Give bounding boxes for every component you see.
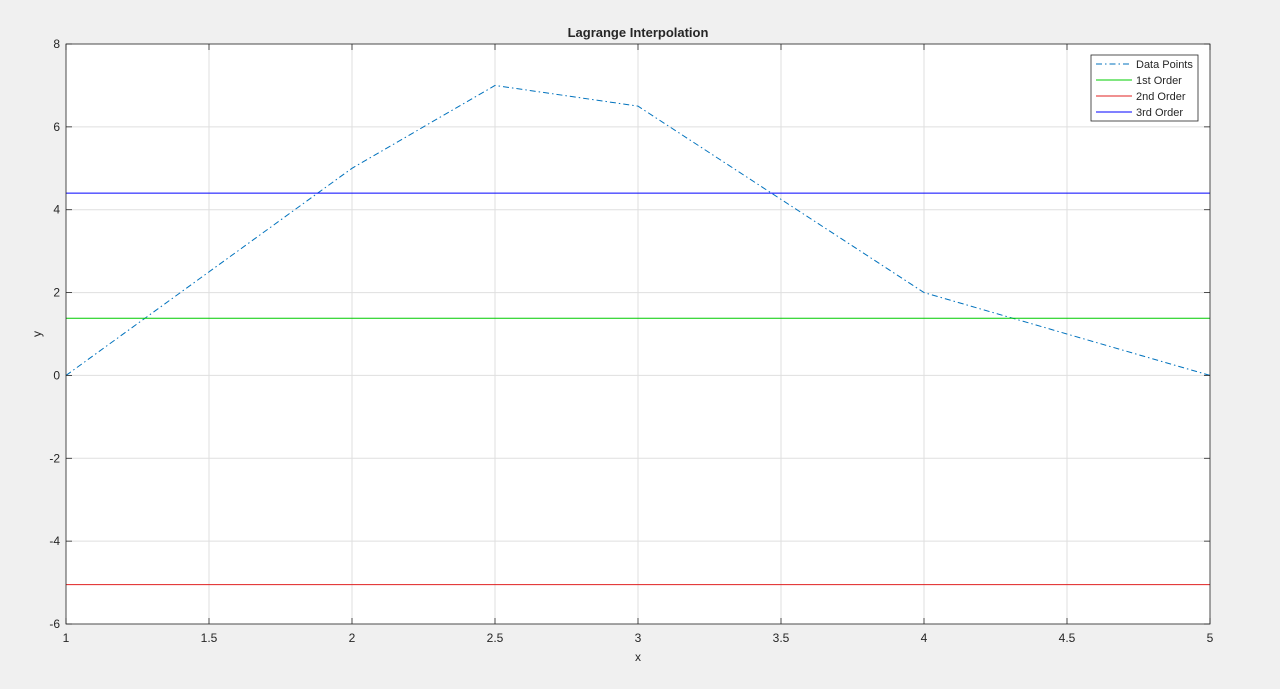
y-tick-label: 2 (53, 286, 60, 300)
x-tick-label: 3 (635, 631, 642, 645)
y-tick-label: -2 (49, 451, 60, 465)
x-tick-label: 3.5 (773, 631, 790, 645)
x-tick-label: 5 (1207, 631, 1214, 645)
legend-label-2nd-order: 2nd Order (1136, 91, 1186, 103)
x-axis-label: x (635, 650, 641, 664)
x-tick-label: 1 (63, 631, 70, 645)
x-tick-label: 1.5 (201, 631, 218, 645)
x-tick-label: 4 (921, 631, 928, 645)
y-axis-label: y (30, 331, 44, 337)
x-tick-label: 4.5 (1059, 631, 1076, 645)
y-tick-label: 0 (53, 368, 60, 382)
chart-title: Lagrange Interpolation (568, 25, 709, 40)
tick-marks (65, 43, 1211, 625)
series-line-data-points (65, 84, 1211, 376)
x-tick-label: 2.5 (487, 631, 504, 645)
y-tick-label: -4 (49, 534, 60, 548)
y-tick-label: 8 (53, 37, 60, 51)
series-layer (65, 84, 1211, 586)
legend-box (1090, 54, 1199, 122)
legend-label-3rd-order: 3rd Order (1136, 107, 1183, 119)
y-tick-label: 4 (53, 203, 60, 217)
legend: Data Points 1st Order 2nd Order 3rd Order (1090, 54, 1199, 122)
x-tick-label: 2 (349, 631, 356, 645)
y-tick-label: -6 (49, 617, 60, 631)
legend-label-1st-order: 1st Order (1136, 75, 1182, 87)
legend-label-data-points: Data Points (1136, 59, 1193, 71)
y-tick-label: 6 (53, 120, 60, 134)
tick-labels: 1 1.5 2 2.5 3 3.5 4 4.5 5 -6 -4 -2 0 2 4 6 8 (49, 37, 1213, 645)
